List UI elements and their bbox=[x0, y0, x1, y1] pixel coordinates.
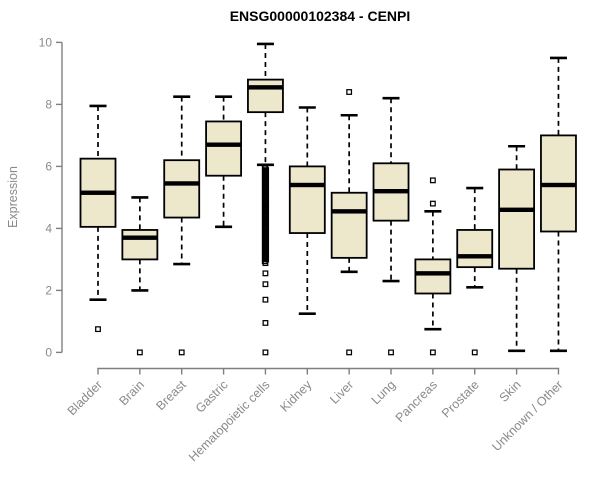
iqr-box bbox=[205, 120, 242, 177]
x-tick-label: Bladder bbox=[65, 378, 105, 418]
iqr-box bbox=[247, 78, 284, 114]
outlier-point bbox=[262, 296, 269, 303]
outlier-point bbox=[262, 320, 269, 326]
y-tick-label: 4 bbox=[45, 222, 52, 236]
box-breast bbox=[163, 95, 201, 356]
y-tick-label: 2 bbox=[45, 284, 52, 298]
chart-title: ENSG00000102384 - CENPI bbox=[229, 8, 411, 24]
outlier-point bbox=[388, 349, 394, 356]
median-line bbox=[415, 271, 451, 276]
outlier-point bbox=[262, 349, 269, 356]
x-tick-label: Skin bbox=[497, 378, 524, 405]
y-tick-label: 6 bbox=[45, 160, 52, 174]
median-line bbox=[373, 189, 409, 194]
outlier-point bbox=[471, 349, 478, 356]
x-tick-label: Gastric bbox=[193, 378, 231, 416]
box-unknown-other bbox=[540, 56, 577, 353]
x-tick-label: Prostate bbox=[439, 378, 482, 421]
box-hematopoietic-cells bbox=[247, 42, 284, 356]
iqr-box bbox=[330, 191, 368, 259]
iqr-box bbox=[498, 168, 536, 270]
box-brain bbox=[121, 196, 159, 356]
outlier-point bbox=[262, 270, 269, 277]
median-line bbox=[540, 182, 576, 188]
outlier-point bbox=[95, 326, 101, 333]
iqr-box bbox=[121, 229, 159, 261]
x-tick-label: Liver bbox=[327, 378, 356, 407]
box-kidney bbox=[288, 106, 326, 315]
y-axis: 0 2 4 6 8 10 bbox=[39, 36, 63, 360]
outlier-point bbox=[429, 349, 436, 356]
median-line bbox=[499, 207, 535, 212]
x-tick-label: Lung bbox=[369, 378, 399, 408]
median-line bbox=[247, 85, 283, 90]
median-line bbox=[331, 209, 367, 214]
box-lung bbox=[372, 96, 410, 356]
box-pancreas bbox=[414, 177, 452, 356]
x-tick-label: Unknown / Other bbox=[489, 378, 565, 454]
y-tick-label: 8 bbox=[45, 98, 52, 112]
outlier-point bbox=[429, 200, 436, 207]
outlier-point bbox=[429, 177, 436, 184]
iqr-box bbox=[288, 165, 326, 234]
x-tick-label: Hematopoietic cells bbox=[186, 378, 273, 465]
median-line bbox=[122, 235, 158, 240]
x-tick-label: Pancreas bbox=[393, 378, 440, 425]
x-tick-label: Kidney bbox=[277, 377, 314, 414]
outlier-point bbox=[346, 89, 353, 95]
y-tick-label: 0 bbox=[45, 346, 52, 360]
y-tick-label: 10 bbox=[39, 36, 53, 50]
iqr-box bbox=[414, 258, 452, 295]
median-line bbox=[80, 190, 116, 195]
box-prostate bbox=[456, 186, 494, 356]
box-skin bbox=[498, 144, 536, 353]
median-line bbox=[457, 254, 493, 259]
median-line bbox=[289, 182, 325, 188]
outlier-point bbox=[178, 349, 185, 356]
median-line bbox=[206, 142, 242, 147]
box-bladder bbox=[79, 104, 117, 333]
outlier-point bbox=[262, 260, 269, 267]
iqr-box bbox=[456, 229, 494, 269]
outlier-point bbox=[136, 349, 143, 356]
outlier-point bbox=[262, 281, 269, 288]
median-line bbox=[164, 181, 200, 186]
x-tick-label: Brain bbox=[116, 378, 147, 409]
box-liver bbox=[330, 89, 368, 356]
box-gastric bbox=[205, 95, 242, 229]
x-tick-label: Breast bbox=[153, 377, 189, 413]
outlier-point bbox=[346, 349, 353, 356]
iqr-box bbox=[163, 159, 201, 219]
